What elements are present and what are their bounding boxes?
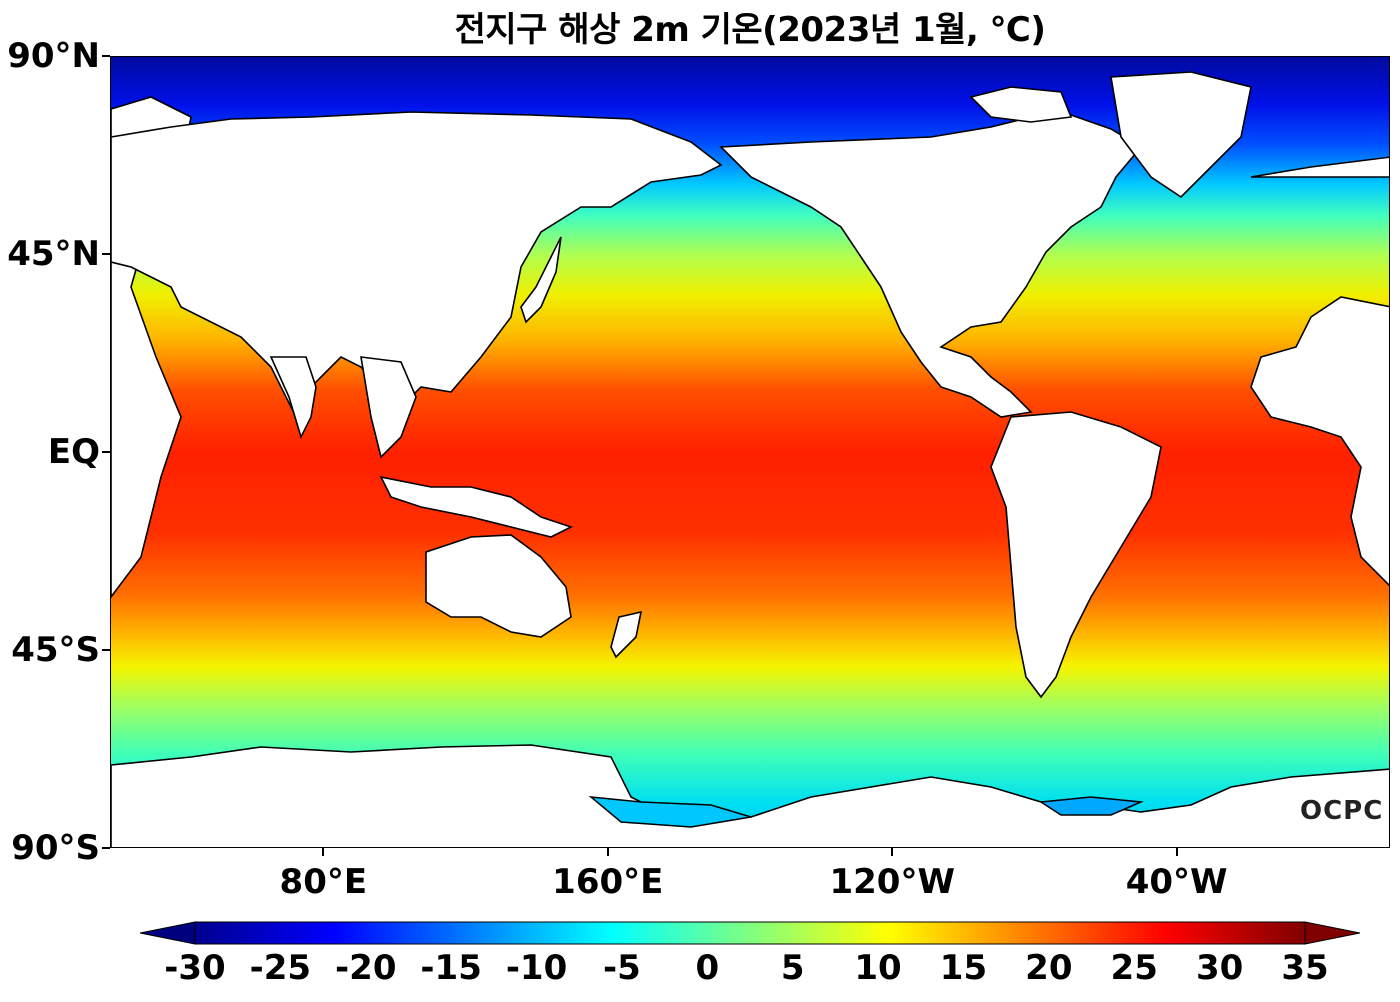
colorbar-tick-label: -20 [335,948,397,988]
colorbar-tick-label: 15 [939,948,988,988]
land-new-zealand [610,610,643,659]
ice-shelf-ross [588,796,752,828]
lat-tick [102,847,110,849]
lon-label: 160°E [552,862,664,902]
colorbar-tick-label: 5 [780,948,805,988]
colorbar-tick-label: 0 [695,948,720,988]
lat-tick [102,649,110,651]
colorbar-bar [140,921,1360,945]
colorbar-tick-label: 30 [1195,948,1244,988]
land-australia [425,534,572,638]
colorbar-tick-label: -25 [249,948,312,988]
ocpc-logo: OCPC [1300,796,1384,826]
land-north-america [719,114,1143,418]
colorbar-tick-label: -10 [505,948,568,988]
lon-label: 80°E [279,862,368,902]
land-europe-africa-west [1250,156,1389,587]
colorbar-tick-label: 10 [854,948,902,988]
colorbar-gradient [194,921,1306,945]
land-arctic-islands [969,86,1073,123]
colorbar-tick-label: 35 [1281,948,1329,988]
colorbar [140,918,1360,948]
colorbar-tick-label: 20 [1025,948,1073,988]
lat-label: 45°S [11,630,100,670]
land-antarctica [111,744,1389,847]
lon-tick [1175,848,1178,856]
land-japan [520,236,562,324]
ice-shelf-weddell [1038,796,1144,816]
land-masses [111,71,1389,847]
land-indochina [360,356,417,459]
lat-tick [102,253,110,255]
lat-label: 90°S [11,828,100,868]
lon-label: 40°W [1125,862,1228,902]
land-indonesia [379,475,574,538]
land-eurasia [111,111,723,419]
lon-label: 120°W [829,862,955,902]
land-india [269,356,317,440]
colorbar-tick-label: -15 [420,948,482,988]
lat-label: 45°N [7,234,100,274]
colorbar-extend-max [1304,921,1360,945]
lat-label: EQ [47,432,100,472]
lon-tick [606,848,609,856]
lat-label: 90°N [7,36,100,76]
colorbar-extend-min [140,921,196,945]
colorbar-tick-label: -30 [164,948,226,988]
map-title: 전지구 해상 2m 기온(2023년 1월, ℃) [454,10,1046,50]
lat-tick [102,451,110,453]
land-greenland [1110,71,1252,199]
lon-tick [322,848,325,856]
temperature-map [111,57,1389,847]
lon-tick [891,848,894,856]
colorbar-tick-label: 25 [1110,948,1158,988]
land-south-america [990,411,1162,699]
colorbar-tick-label: -5 [603,948,641,988]
map-panel[interactable] [110,56,1390,848]
lat-tick [102,55,110,57]
